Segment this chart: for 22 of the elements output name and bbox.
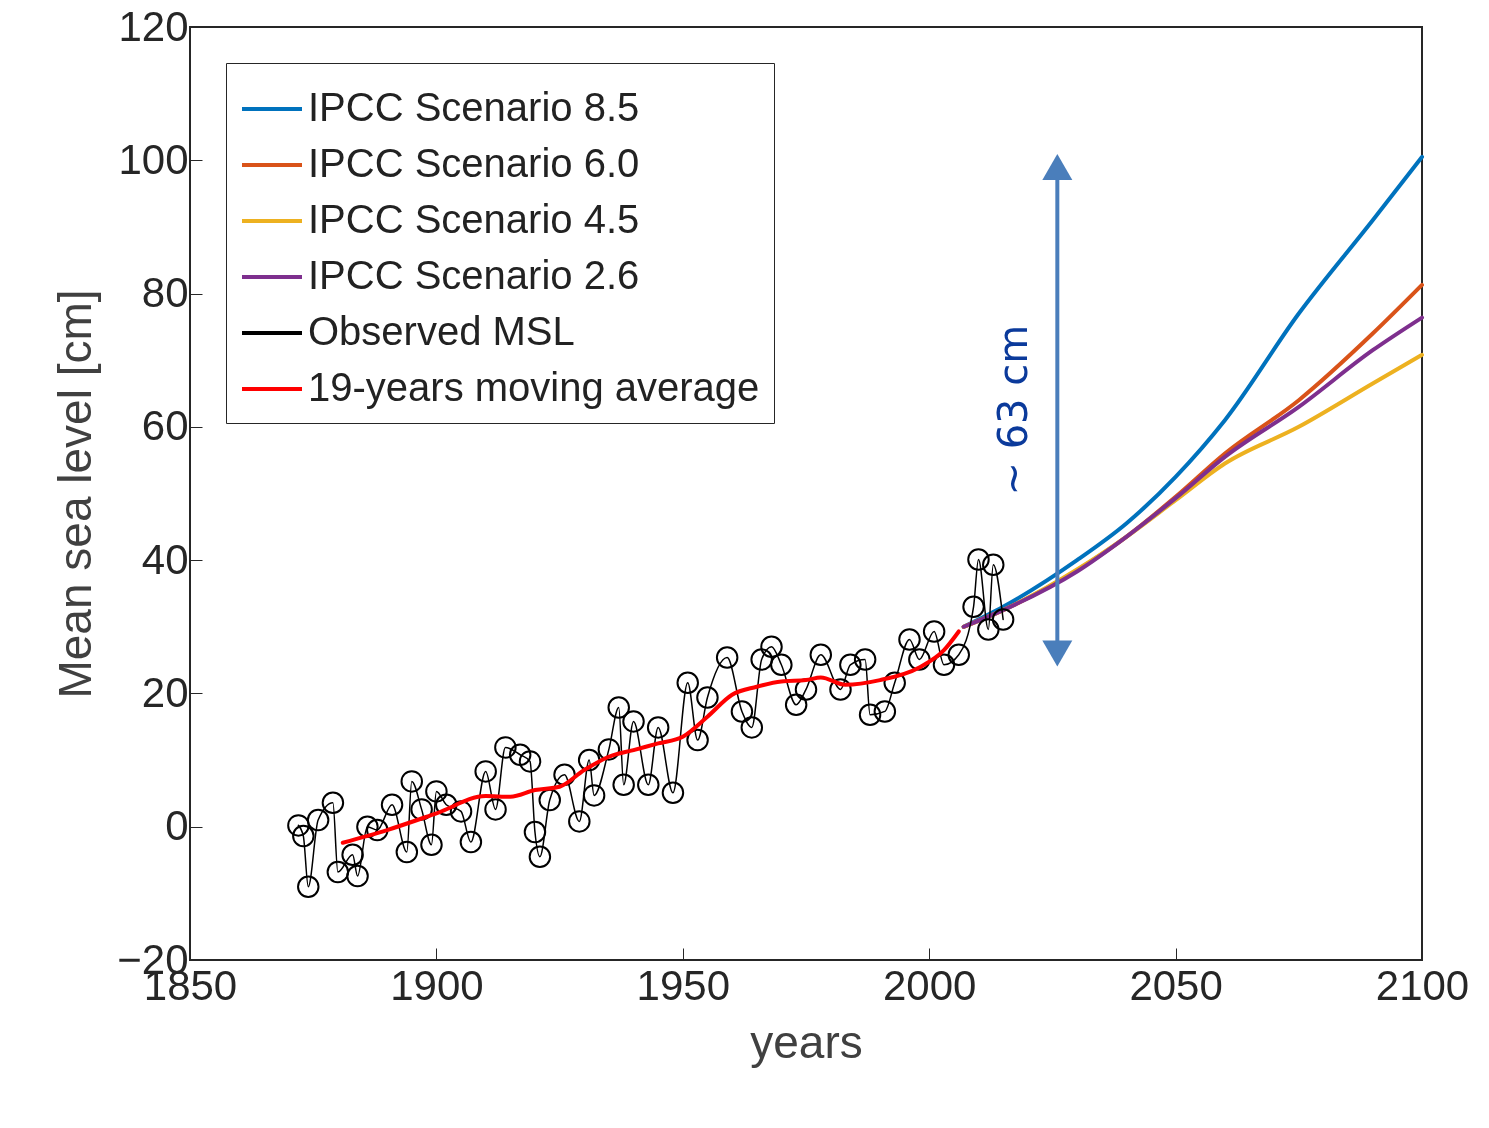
legend-label: IPCC Scenario 4.5 [308,197,640,241]
legend-label: IPCC Scenario 2.6 [308,253,640,297]
y-tick-label: 80 [141,269,189,317]
legend-label: Observed MSL [308,309,575,353]
x-tick-label: 1950 [636,961,731,1009]
y-tick-label: 100 [118,135,189,183]
x-tick-label: 2050 [1129,961,1223,1009]
line-series [340,629,961,845]
x-tick-label: 2100 [1375,961,1470,1009]
y-tick-label: 20 [141,668,189,716]
y-tick-label: 40 [141,535,189,583]
x-tick-label: 1900 [390,961,484,1009]
legend-label: 19-years moving average [308,365,760,409]
annotation: ~ 63 cm [990,324,1037,496]
legend-label: IPCC Scenario 8.5 [308,85,640,129]
y-tick-label: 120 [118,2,189,50]
x-tick-label: 2000 [882,961,977,1009]
x-axis-title: years [750,1015,863,1068]
legend-label: IPCC Scenario 6.0 [308,141,640,185]
y-axis-title: Mean sea level [cm] [49,289,102,699]
y-tick-label: 0 [165,802,189,850]
y-tick-label: 60 [141,402,189,450]
